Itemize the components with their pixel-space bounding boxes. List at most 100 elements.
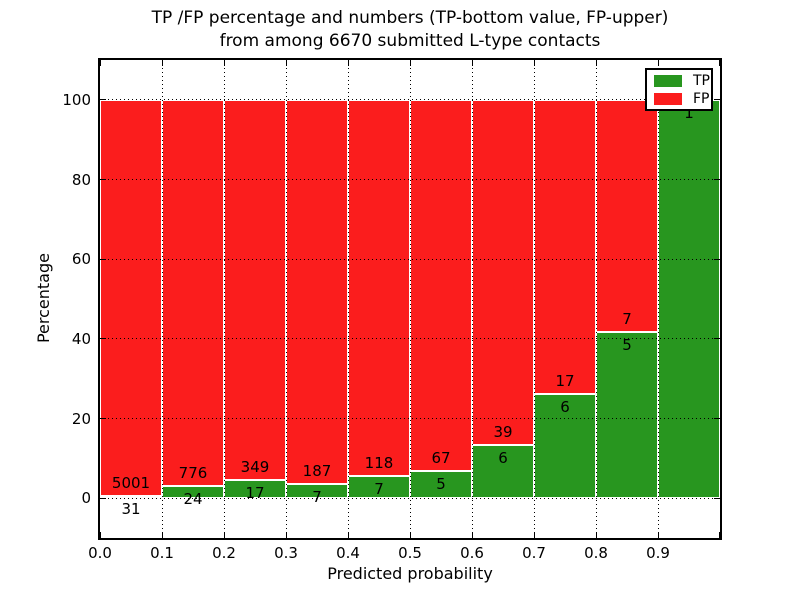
bar-fp-segment xyxy=(286,99,348,484)
bar-fp-segment xyxy=(162,99,224,487)
x-axis-label: Predicted probability xyxy=(327,564,493,583)
x-tick xyxy=(718,60,720,66)
plot-area: 5001 31 776 24 349 17 187 7 118 7 67 5 39 6 17 6 7 5 1 xyxy=(99,60,720,538)
y-tick-label: 40 xyxy=(71,329,91,348)
chart-title-line1: TP /FP percentage and numbers (TP-bottom… xyxy=(151,8,669,28)
x-tick xyxy=(161,60,163,66)
legend-fp-swatch xyxy=(654,92,682,105)
tp-count-label: 7 xyxy=(374,479,384,498)
y-tick xyxy=(100,497,106,499)
v-gridline xyxy=(471,60,473,538)
x-tick xyxy=(99,532,101,538)
y-axis-label: Percentage xyxy=(34,253,53,344)
y-tick xyxy=(714,418,720,419)
tp-count-label: 6 xyxy=(560,398,570,417)
x-tick-label: 0.3 xyxy=(274,544,298,562)
v-gridline xyxy=(409,60,411,538)
fp-count-label: 67 xyxy=(431,448,451,467)
tp-count-label: 6 xyxy=(498,449,508,468)
y-tick-label: 80 xyxy=(71,170,91,189)
legend-item-tp: TP xyxy=(654,74,711,88)
x-tick xyxy=(409,60,411,66)
bar-fp-segment xyxy=(100,99,162,496)
x-tick xyxy=(471,60,473,66)
y-tick xyxy=(714,338,720,340)
legend: TP FP xyxy=(645,68,713,111)
y-tick xyxy=(100,338,106,340)
fp-count-label: 776 xyxy=(178,464,208,483)
y-tick xyxy=(100,99,106,101)
bar-fp-segment xyxy=(224,99,286,480)
y-tick-label: 100 xyxy=(62,90,91,109)
bar-fp-segment xyxy=(534,99,596,395)
bar-fp-segment xyxy=(348,99,410,476)
fp-count-label: 5001 xyxy=(111,473,151,492)
y-tick xyxy=(714,179,720,180)
x-tick xyxy=(347,532,349,538)
x-tick xyxy=(161,532,163,538)
v-gridline xyxy=(595,60,597,538)
x-tick-label: 0.1 xyxy=(150,544,174,562)
chart-title: TP /FP percentage and numbers (TP-bottom… xyxy=(100,7,720,53)
legend-tp-label: TP xyxy=(693,72,710,89)
x-tick xyxy=(347,60,349,66)
v-gridline xyxy=(533,60,535,538)
x-tick xyxy=(409,532,411,538)
v-gridline xyxy=(223,60,225,538)
x-tick-label: 0.4 xyxy=(336,544,360,562)
bar-fp-segment xyxy=(596,99,658,333)
tp-count-label: 24 xyxy=(183,490,203,509)
fp-count-label: 187 xyxy=(302,461,332,480)
x-tick xyxy=(533,60,535,66)
fp-count-label: 7 xyxy=(622,310,632,329)
x-tick xyxy=(285,532,287,538)
x-tick xyxy=(595,532,597,538)
y-tick xyxy=(714,258,720,260)
bar-tp-segment xyxy=(658,99,720,499)
x-tick xyxy=(223,60,225,66)
tp-count-label: 5 xyxy=(622,336,632,355)
x-tick xyxy=(285,60,287,66)
fp-count-label: 118 xyxy=(364,453,394,472)
x-tick-label: 0.2 xyxy=(212,544,236,562)
fp-count-label: 349 xyxy=(240,457,270,476)
legend-fp-label: FP xyxy=(693,90,710,107)
v-gridline xyxy=(657,60,659,538)
v-gridline xyxy=(347,60,349,538)
bar-tp-segment xyxy=(596,332,658,499)
tp-count-label: 5 xyxy=(436,474,446,493)
y-tick xyxy=(100,418,106,419)
fp-count-label: 39 xyxy=(493,423,513,442)
x-tick xyxy=(471,532,473,538)
x-tick xyxy=(657,532,659,538)
tp-count-label: 7 xyxy=(312,487,322,506)
legend-tp-swatch xyxy=(654,74,682,87)
x-tick xyxy=(99,60,101,66)
y-tick xyxy=(100,179,106,180)
x-tick xyxy=(718,532,720,538)
v-gridline xyxy=(285,60,287,538)
x-tick-label: 0.5 xyxy=(398,544,422,562)
x-tick xyxy=(595,60,597,66)
y-tick xyxy=(100,258,106,260)
x-tick xyxy=(657,60,659,66)
bar-fp-segment xyxy=(472,99,534,446)
x-tick xyxy=(533,532,535,538)
chart-title-line2: from among 6670 submitted L-type contact… xyxy=(219,31,601,51)
tp-count-label: 17 xyxy=(245,483,265,502)
y-tick-label: 20 xyxy=(71,409,91,428)
y-tick xyxy=(714,497,720,499)
y-tick-label: 0 xyxy=(81,489,91,508)
tp-count-label: 1 xyxy=(684,103,694,122)
x-tick xyxy=(223,532,225,538)
v-gridline xyxy=(161,60,163,538)
x-tick-label: 0.6 xyxy=(460,544,484,562)
tp-count-label: 31 xyxy=(121,499,141,518)
y-tick xyxy=(714,99,720,101)
x-tick-label: 0.9 xyxy=(646,544,670,562)
fp-count-label: 17 xyxy=(555,372,575,391)
x-tick-label: 0.7 xyxy=(522,544,546,562)
y-tick-label: 60 xyxy=(71,250,91,269)
x-tick-label: 0.0 xyxy=(88,544,112,562)
